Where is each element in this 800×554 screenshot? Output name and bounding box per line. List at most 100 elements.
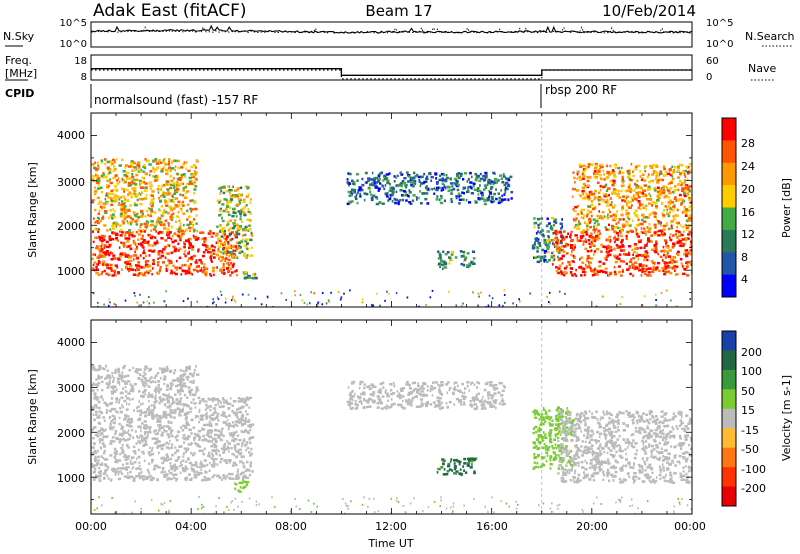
- scatter-cell: [440, 401, 443, 405]
- scatter-cell: [118, 470, 122, 473]
- scatter-cell: [569, 271, 573, 274]
- scatter-cell: [609, 179, 612, 183]
- scatter-cell: [220, 294, 223, 296]
- scatter-cell: [117, 411, 119, 414]
- scatter-cell: [179, 397, 183, 400]
- scatter-cell: [151, 477, 155, 480]
- scatter-cell: [383, 174, 387, 178]
- scatter-cell: [136, 195, 139, 198]
- scatter-cell: [687, 224, 692, 227]
- scatter-cell: [587, 256, 590, 260]
- scatter-cell: [627, 176, 630, 179]
- scatter-cell: [396, 174, 399, 178]
- scatter-cell: [181, 384, 185, 388]
- scatter-cell: [175, 268, 178, 271]
- scatter-cell: [179, 402, 181, 406]
- scatter-cell: [621, 238, 624, 242]
- scatter-cell: [197, 248, 200, 251]
- scatter-cell: [216, 254, 219, 257]
- scatter-cell: [193, 230, 195, 233]
- scatter-cell: [655, 240, 658, 243]
- scatter-cell: [95, 406, 98, 409]
- scatter-cell: [150, 223, 154, 227]
- scatter-cell: [354, 402, 358, 406]
- scatter-cell: [104, 458, 109, 461]
- scatter-cell: [285, 298, 287, 301]
- scatter-cell: [104, 470, 107, 474]
- scatter-cell: [387, 399, 390, 402]
- scatter-cell: [130, 193, 133, 196]
- scatter-cell: [94, 167, 98, 171]
- scatter-cell: [218, 476, 222, 479]
- scatter-cell: [125, 265, 129, 268]
- scatter-cell: [147, 425, 150, 429]
- scatter-cell: [209, 256, 213, 259]
- scatter-cell: [96, 416, 99, 419]
- scatter-cell: [444, 252, 448, 256]
- scatter-cell: [109, 228, 112, 231]
- scatter-cell: [187, 240, 190, 243]
- scatter-cell: [536, 246, 539, 249]
- scatter-cell: [635, 186, 638, 190]
- scatter-cell: [436, 399, 439, 403]
- scatter-cell: [203, 435, 205, 438]
- scatter-cell: [122, 437, 125, 441]
- scatter-cell: [469, 399, 472, 403]
- scatter-cell: [217, 402, 220, 406]
- scatter-cell: [408, 189, 411, 192]
- scatter-cell: [91, 465, 95, 468]
- scatter-cell: [210, 440, 213, 443]
- scatter-cell: [242, 397, 245, 401]
- scatter-cell: [105, 365, 107, 368]
- scatter-cell: [488, 179, 492, 182]
- scatter-cell: [184, 249, 187, 253]
- scatter-cell: [153, 467, 156, 471]
- scatter-cell: [104, 210, 108, 213]
- scatter-cell: [104, 224, 107, 227]
- scatter-cell: [672, 209, 675, 212]
- scatter-cell: [98, 406, 101, 410]
- scatter-cell: [95, 378, 98, 381]
- scatter-cell: [621, 296, 623, 298]
- scatter-cell: [104, 469, 107, 472]
- scatter-cell: [177, 187, 180, 191]
- scatter-cell: [98, 235, 101, 239]
- scatter-cell: [469, 181, 473, 184]
- scatter-cell: [173, 201, 175, 204]
- scatter-cell: [165, 172, 169, 176]
- scatter-cell: [597, 170, 601, 173]
- scatter-cell: [137, 170, 141, 173]
- scatter-cell: [164, 404, 167, 407]
- scatter-cell: [213, 465, 216, 468]
- scatter-cell: [458, 202, 461, 205]
- scatter-cell: [147, 221, 150, 224]
- scatter-cell: [551, 228, 554, 231]
- scatter-cell: [142, 273, 146, 277]
- scatter-cell: [606, 251, 608, 255]
- scatter-cell: [612, 206, 615, 209]
- scatter-cell: [684, 190, 687, 193]
- scatter-cell: [244, 443, 248, 447]
- scatter-cell: [636, 235, 641, 238]
- scatter-cell: [109, 402, 112, 406]
- scatter-cell: [98, 365, 102, 368]
- scatter-cell: [587, 195, 590, 199]
- scatter-cell: [614, 192, 617, 195]
- scatter-cell: [242, 486, 245, 490]
- scatter-cell: [155, 386, 158, 389]
- scatter-cell: [102, 202, 105, 205]
- scatter-cell: [146, 159, 150, 163]
- scatter-cell: [131, 456, 135, 459]
- scatter-cell: [112, 192, 115, 196]
- scatter-cell: [482, 178, 487, 181]
- scatter-cell: [208, 420, 211, 424]
- scatter-cell: [194, 185, 198, 188]
- scatter-cell: [576, 227, 580, 230]
- scatter-cell: [280, 292, 283, 295]
- scatter-cell: [211, 399, 214, 403]
- scatter-cell: [567, 260, 571, 264]
- scatter-cell: [364, 181, 368, 184]
- scatter-cell: [218, 474, 220, 478]
- scatter-cell: [174, 188, 176, 192]
- scatter-cell: [634, 267, 638, 270]
